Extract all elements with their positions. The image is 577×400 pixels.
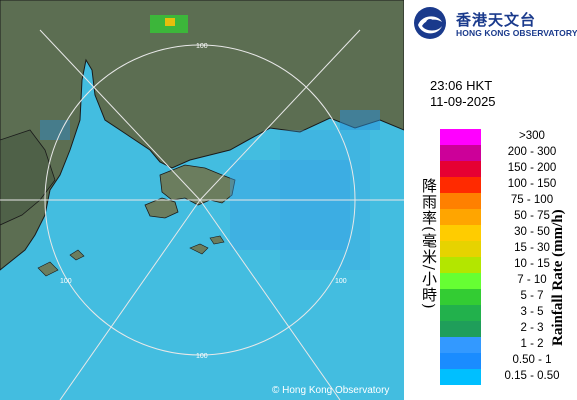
observatory-logo: 香港天文台 HONG KONG OBSERVATORY bbox=[412, 6, 577, 40]
legend-swatch bbox=[440, 337, 481, 353]
radar-map-canvas: 100 100 100 100 bbox=[0, 0, 404, 400]
legend-swatch bbox=[440, 161, 481, 177]
legend-label: 1 - 2 bbox=[520, 338, 544, 350]
observatory-logo-icon bbox=[414, 7, 446, 39]
legend-label: 7 - 10 bbox=[517, 274, 547, 286]
legend-row: 1 - 2 bbox=[440, 337, 577, 353]
legend-swatch bbox=[440, 129, 481, 145]
legend-swatch bbox=[440, 369, 481, 385]
rainfall-legend: >300 200 - 300 150 - 200 100 - 150 75 - 100 5… bbox=[440, 129, 577, 385]
legend-label: 200 - 300 bbox=[507, 146, 557, 158]
ring-label-east: 100 bbox=[335, 278, 347, 285]
legend-panel: 香港天文台 HONG KONG OBSERVATORY 23:06 HKT 11… bbox=[404, 0, 577, 400]
legend-label: 2 - 3 bbox=[520, 322, 544, 334]
legend-label: 10 - 15 bbox=[514, 258, 550, 270]
legend-swatch bbox=[440, 145, 481, 161]
ring-label-south: 100 bbox=[196, 353, 208, 360]
copyright-credit: © Hong Kong Observatory bbox=[272, 385, 390, 396]
legend-row: 5 - 7 bbox=[440, 289, 577, 305]
legend-swatch bbox=[440, 321, 481, 337]
legend-row: 100 - 150 bbox=[440, 177, 577, 193]
legend-row: 7 - 10 bbox=[440, 273, 577, 289]
legend-swatch bbox=[440, 209, 481, 225]
legend-label: 5 - 7 bbox=[520, 290, 544, 302]
logo-text-en: HONG KONG OBSERVATORY bbox=[456, 28, 577, 38]
legend-row: 0.50 - 1 bbox=[440, 353, 577, 369]
legend-row: 3 - 5 bbox=[440, 305, 577, 321]
legend-label: 75 - 100 bbox=[510, 194, 554, 206]
legend-label: 3 - 5 bbox=[520, 306, 544, 318]
legend-row: 2 - 3 bbox=[440, 321, 577, 337]
western-land bbox=[0, 129, 56, 226]
legend-row: 15 - 30 bbox=[440, 241, 577, 257]
legend-swatch bbox=[440, 353, 481, 369]
legend-label: 150 - 200 bbox=[507, 162, 557, 174]
legend-title-zh: 降雨率(毫米/小時) bbox=[420, 178, 438, 310]
legend-label: 50 - 75 bbox=[514, 210, 550, 222]
legend-row: 150 - 200 bbox=[440, 161, 577, 177]
logo-text-zh: 香港天文台 bbox=[456, 11, 537, 29]
legend-label: 0.50 - 1 bbox=[512, 354, 552, 366]
legend-swatch bbox=[440, 257, 481, 273]
legend-row: 0.15 - 0.50 bbox=[440, 369, 577, 385]
legend-label: 30 - 50 bbox=[514, 226, 550, 238]
legend-label: 0.15 - 0.50 bbox=[504, 370, 560, 382]
legend-row: 50 - 75 bbox=[440, 209, 577, 225]
legend-row: 75 - 100 bbox=[440, 193, 577, 209]
ring-label-north: 100 bbox=[196, 43, 208, 50]
legend-swatch bbox=[440, 193, 481, 209]
range-rings bbox=[0, 29, 404, 400]
observation-time: 23:06 HKT bbox=[430, 78, 493, 93]
legend-label: 15 - 30 bbox=[514, 242, 550, 254]
legend-row: 30 - 50 bbox=[440, 225, 577, 241]
legend-row: >300 bbox=[440, 129, 577, 145]
legend-swatch bbox=[440, 305, 481, 321]
observation-date: 11-09-2025 bbox=[430, 94, 496, 109]
legend-swatch bbox=[440, 241, 481, 257]
legend-swatch bbox=[440, 225, 481, 241]
legend-swatch bbox=[440, 289, 481, 305]
legend-label: 100 - 150 bbox=[507, 178, 557, 190]
lantau-island bbox=[144, 197, 179, 219]
radar-map: 100 100 100 100 © Hong Kong Observatory bbox=[0, 0, 404, 400]
ring-label-west: 100 bbox=[60, 278, 72, 285]
islands-south bbox=[37, 235, 225, 277]
legend-swatch bbox=[440, 273, 481, 289]
legend-row: 200 - 300 bbox=[440, 145, 577, 161]
legend-label: >300 bbox=[519, 130, 545, 142]
legend-swatch bbox=[440, 177, 481, 193]
legend-row: 10 - 15 bbox=[440, 257, 577, 273]
legend-title-en: Rainfall Rate (mm/h) bbox=[550, 209, 566, 347]
radar-echoes bbox=[40, 15, 380, 270]
